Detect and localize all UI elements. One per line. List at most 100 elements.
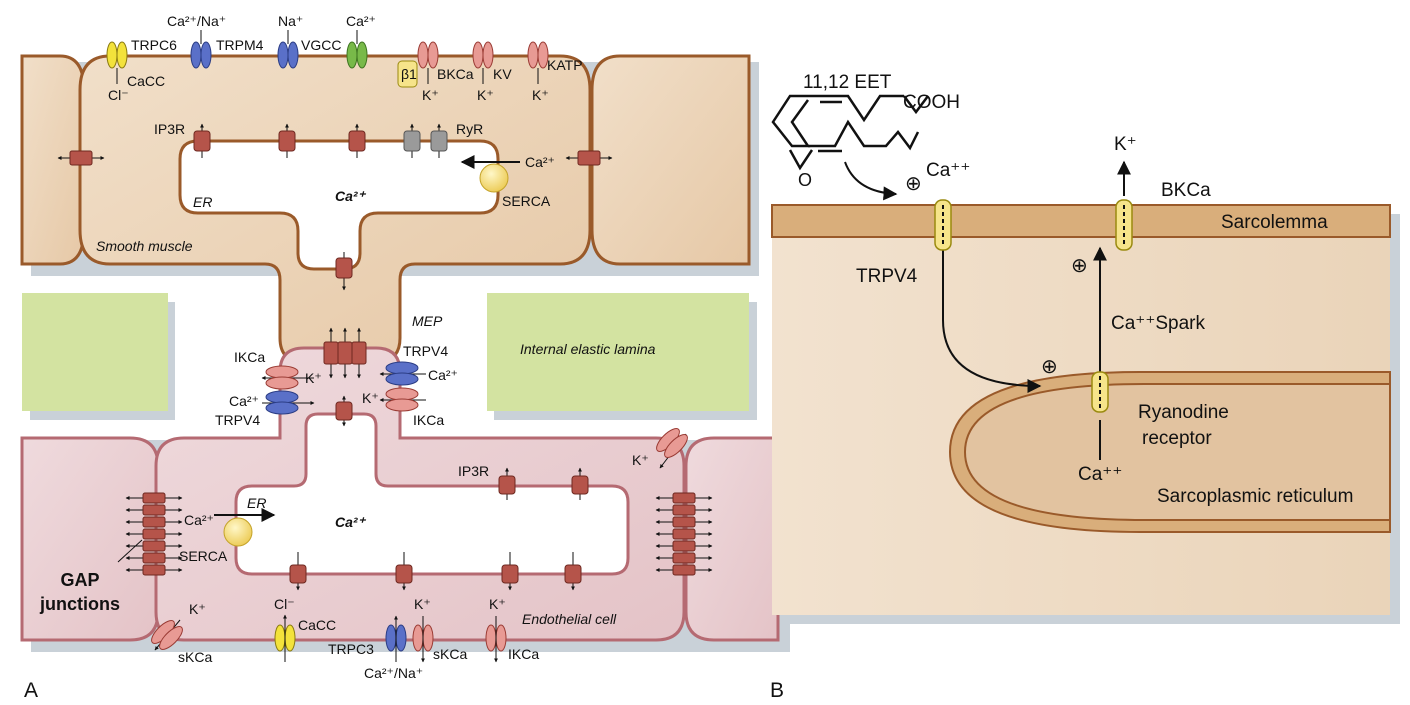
trpm4-label: TRPM4: [216, 37, 264, 53]
smooth-gap-junction-left: [57, 150, 105, 166]
serca-ca-label-smooth: Ca²⁺: [525, 154, 555, 170]
mep-channels: [323, 327, 367, 379]
gap-junction-connexon: [672, 528, 696, 540]
cacc-bottom-label: CaCC: [298, 617, 336, 633]
trpc6-label: TRPC6: [131, 37, 177, 53]
kv-k-label: K⁺: [477, 87, 494, 103]
spark-label: Ca⁺⁺Spark: [1111, 313, 1205, 334]
ryanodine-label: Ryanodine: [1138, 402, 1229, 423]
ikca-bottom-channel: [485, 616, 507, 663]
ikca-left-label: IKCa: [234, 349, 265, 365]
bkca-label: BKCa: [437, 66, 474, 82]
bkca-channel-b: [1115, 199, 1133, 251]
trpv4-left-channel: [262, 390, 315, 415]
gap-junctions-label-1: GAP: [60, 570, 99, 590]
plus-eet: ⊕: [905, 173, 922, 195]
skca-left-channel: [151, 619, 183, 651]
endothelial-neighbor-right: [684, 436, 780, 642]
endo-gap-junctions-right: [655, 492, 713, 576]
gap-junction-connexon: [142, 552, 166, 564]
panel-a-letter: A: [24, 679, 38, 702]
plus-spark: ⊕: [1071, 255, 1088, 277]
ikca-bottom-label: IKCa: [508, 646, 539, 662]
lamina-label: Internal elastic lamina: [520, 341, 656, 357]
cacc-channel-bottom: [274, 614, 296, 662]
trpv4-right-channel: [379, 361, 426, 386]
cl-bottom-label: Cl⁻: [274, 596, 295, 612]
gap-junction-connexon: [142, 564, 166, 576]
eet-to-trpv4-arrow: [844, 161, 898, 201]
trpv4-right-label: TRPV4: [403, 343, 448, 359]
ca-top-label: Ca⁺⁺: [926, 160, 970, 181]
katp-k-label: K⁺: [532, 87, 549, 103]
kv-label: KV: [493, 66, 512, 82]
ip3r-label-endo: IP3R: [458, 463, 489, 479]
cacc-channel-top: [106, 41, 128, 84]
ip3r-receptors-smooth: [193, 123, 366, 158]
trpc6-ion-label: Ca²⁺/Na⁺: [167, 13, 226, 29]
eet-molecule: [771, 94, 929, 171]
ryr-receptors: [403, 123, 448, 158]
gap-junction-connexon: [142, 528, 166, 540]
skca-mid-channel: [412, 616, 434, 663]
skca-k-label: K⁺: [414, 596, 431, 612]
ca-bottom-label: Ca⁺⁺: [1078, 464, 1122, 485]
trpc6-channel: [190, 30, 212, 69]
bkca-k-label: K⁺: [422, 87, 439, 103]
katp-label: KATP: [547, 57, 583, 73]
gap-junction-connexon: [672, 504, 696, 516]
sarcolemma-label: Sarcolemma: [1221, 212, 1328, 233]
smooth-muscle-label: Smooth muscle: [96, 238, 193, 254]
ca-right-label: Ca²⁺: [428, 367, 458, 383]
smooth-muscle-neighbor-right: [590, 54, 751, 266]
k-edge-channel: [656, 428, 688, 469]
ca-left-label: Ca²⁺: [229, 393, 259, 409]
panel-a: Ca²⁺/Na⁺ TRPC6 TRPM4 Na⁺ VGCC Ca²⁺ CaCC …: [20, 13, 790, 702]
ikca-right-channel: [379, 387, 426, 412]
gap-junction-connexon: [672, 540, 696, 552]
beta1-subunit: [397, 60, 418, 88]
ca-center-endo: Ca²⁺: [335, 514, 367, 530]
kv-channel: [472, 41, 494, 84]
k-right-label: K⁺: [362, 390, 379, 406]
ikca-k-label: K⁺: [489, 596, 506, 612]
serca-pump-smooth: [479, 163, 509, 193]
gap-junction-connexon: [672, 564, 696, 576]
vgcc-label: VGCC: [301, 37, 341, 53]
serca-pump-endo: [223, 517, 253, 547]
trpv4-left-label: TRPV4: [215, 412, 260, 428]
serca-label-endo: SERCA: [179, 548, 228, 564]
gap-junction-pointer: [117, 539, 143, 563]
bkca-b-label: BKCa: [1161, 180, 1211, 201]
serca-label-smooth: SERCA: [502, 193, 551, 209]
mep-label: MEP: [412, 313, 443, 329]
er-label-smooth: ER: [193, 194, 212, 210]
endo-gap-junctions-left: [125, 492, 183, 576]
trpc3-ion-label: Ca²⁺/Na⁺: [364, 665, 423, 681]
ryanodine-receptor-channel: [1091, 371, 1109, 413]
ca-center-smooth: Ca²⁺: [335, 188, 367, 204]
panel-b-letter: B: [770, 679, 784, 702]
gap-junctions-label-2: junctions: [39, 594, 120, 614]
gap-junction-connexon: [672, 492, 696, 504]
serca-ca-label-endo: Ca²⁺: [184, 512, 214, 528]
k-left-label: K⁺: [305, 370, 322, 386]
lamina-block-right: [487, 293, 749, 411]
lamina-block-left: [22, 293, 168, 411]
smooth-muscle-er: [178, 139, 500, 271]
k-edge-label: K⁺: [632, 452, 649, 468]
plus-ryr: ⊕: [1041, 356, 1058, 378]
k-top-label: K⁺: [1114, 134, 1137, 155]
trpc3-label: TRPC3: [328, 641, 374, 657]
skca-left-label: sKCa: [178, 649, 212, 665]
trpv4-b-label: TRPV4: [856, 266, 918, 287]
bkca-channel: [397, 41, 439, 88]
er-neck-channel-endo: [335, 395, 353, 427]
skca-mid-label: sKCa: [433, 646, 467, 662]
trpm4-channel: [277, 30, 299, 69]
ikca-left-channel: [261, 365, 314, 390]
trpv4-channel: [934, 199, 952, 251]
gap-junction-connexon: [142, 504, 166, 516]
vgcc-channel: [346, 30, 368, 69]
gap-junction-connexon: [142, 492, 166, 504]
